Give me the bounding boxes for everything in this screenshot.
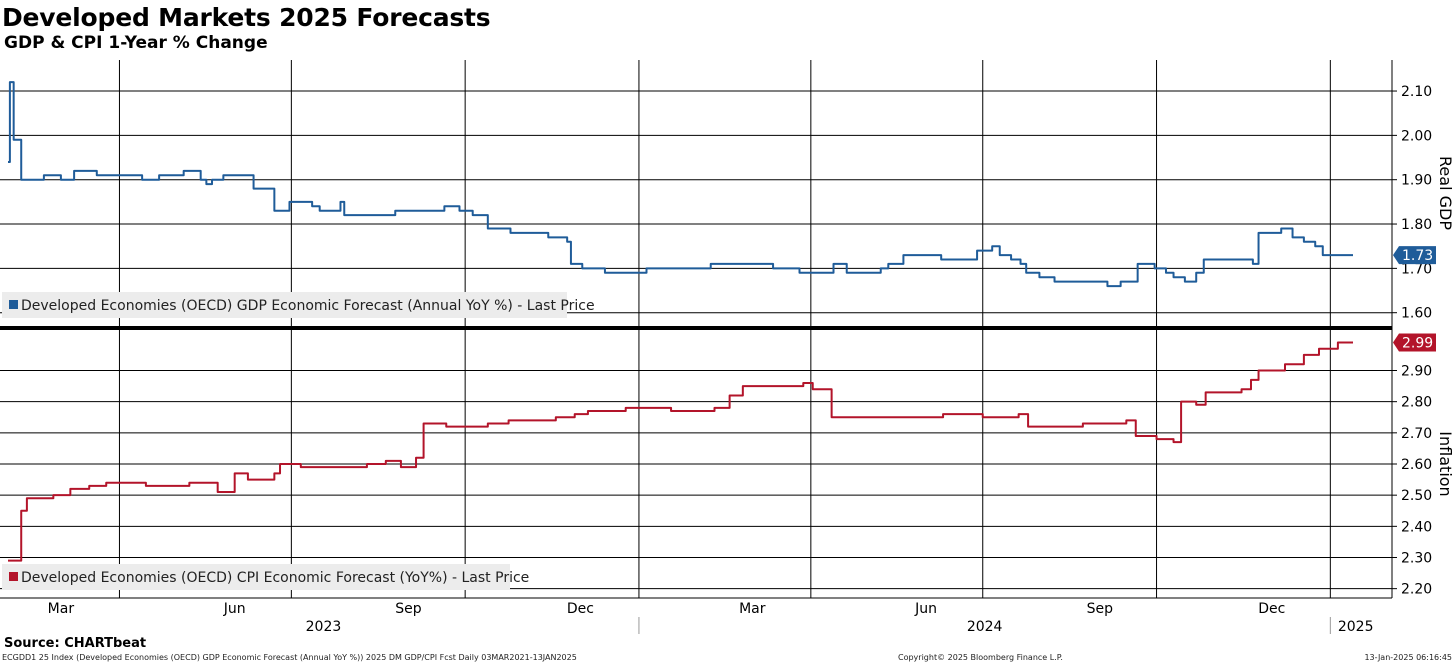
footer-index-description: ECGDD1 25 Index (Developed Economies (OE… <box>2 653 577 662</box>
x-month-label: Sep <box>395 601 422 617</box>
cpi-panel-y-tick-label: 2.70 <box>1401 426 1432 442</box>
gdp-panel-y-tick-label: 2.10 <box>1401 84 1432 100</box>
cpi-panel-y-tick-label: 2.50 <box>1401 488 1432 504</box>
cpi-panel-y-tick-label: 2.30 <box>1401 550 1432 566</box>
gdp-panel-y-tick-label: 1.60 <box>1401 306 1432 322</box>
cpi-panel-y-tick-label: 2.40 <box>1401 519 1432 535</box>
panel-separator <box>0 326 1392 330</box>
legend-background <box>2 564 510 590</box>
gdp-panel-series-line <box>8 81 1353 288</box>
x-month-label: Jun <box>223 601 246 617</box>
gdp-panel-y-tick-label: 1.70 <box>1401 261 1432 277</box>
last-value-label: 2.99 <box>1402 335 1433 351</box>
source-note: Source: CHARTbeat <box>4 636 147 651</box>
footer-copyright: Copyright© 2025 Bloomberg Finance L.P. <box>898 653 1063 662</box>
x-year-label: 2023 <box>306 619 342 635</box>
legend-swatch <box>9 572 18 581</box>
legend-background <box>2 292 567 318</box>
legend-swatch <box>9 300 18 309</box>
legend-label: Developed Economies (OECD) GDP Economic … <box>21 298 595 314</box>
gdp-panel-y-tick-label: 1.90 <box>1401 173 1432 189</box>
cpi-panel-last-value-badge: 2.99 <box>1393 333 1436 352</box>
x-year-label: 2024 <box>967 619 1003 635</box>
x-month-label: Dec <box>567 601 594 617</box>
cpi-panel-y-tick-label: 2.20 <box>1401 582 1432 598</box>
gdp-panel-last-value-badge: 1.73 <box>1393 246 1436 265</box>
cpi-panel-legend: Developed Economies (OECD) CPI Economic … <box>2 564 529 590</box>
chart-title: Developed Markets 2025 Forecasts <box>2 3 491 32</box>
gdp-panel-legend: Developed Economies (OECD) GDP Economic … <box>2 292 595 318</box>
cpi-panel-series-line <box>8 341 1353 562</box>
x-year-label: 2025 <box>1338 619 1374 635</box>
footer-timestamp: 13-Jan-2025 06:16:45 <box>1364 653 1452 662</box>
x-month-label: Mar <box>48 601 75 617</box>
legend-label: Developed Economies (OECD) CPI Economic … <box>21 570 529 586</box>
cpi-panel-y-tick-label: 2.60 <box>1401 457 1432 473</box>
gdp-panel-y-tick-label: 2.00 <box>1401 128 1432 144</box>
badge-shape <box>1393 246 1436 265</box>
badge-shape <box>1393 333 1436 352</box>
gdp-panel-y-tick-label: 1.80 <box>1401 217 1432 233</box>
cpi-panel-y-tick-label: 2.90 <box>1401 364 1432 380</box>
x-month-label: Sep <box>1087 601 1114 617</box>
x-month-label: Jun <box>914 601 937 617</box>
x-month-label: Mar <box>739 601 766 617</box>
gdp-panel-axis-title: Real GDP <box>1436 156 1455 230</box>
cpi-panel-axis-title: Inflation <box>1436 431 1455 496</box>
chart-subtitle: GDP & CPI 1-Year % Change <box>4 33 268 53</box>
x-month-label: Dec <box>1258 601 1285 617</box>
last-value-label: 1.73 <box>1402 248 1433 264</box>
cpi-panel-y-tick-label: 2.80 <box>1401 395 1432 411</box>
